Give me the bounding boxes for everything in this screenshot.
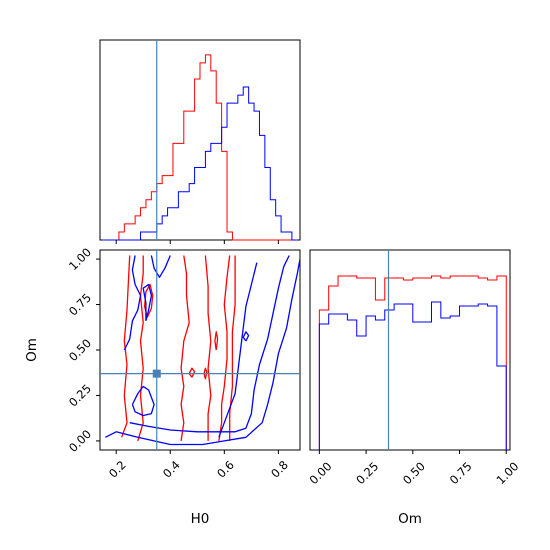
contour-red-1 bbox=[137, 255, 144, 442]
contour-ytick-label-1: 0.25 bbox=[66, 381, 94, 409]
contour-red-7 bbox=[214, 331, 219, 351]
om-hist-xtick-label-1: 0.25 bbox=[353, 459, 381, 487]
contour-red-5 bbox=[229, 255, 236, 441]
contour-blue-11 bbox=[129, 255, 290, 433]
om-histogram-series-blue bbox=[318, 301, 507, 450]
om-hist-xtick-label-4: 1.00 bbox=[493, 459, 521, 487]
contour-blue-17 bbox=[242, 331, 250, 342]
h0-histogram-frame bbox=[99, 39, 301, 241]
contour-ytick-label-4: 1.00 bbox=[66, 245, 94, 273]
om-hist-xtick-label-2: 0.50 bbox=[400, 459, 428, 487]
contour-red-6 bbox=[143, 283, 154, 318]
x-axis-label-h0: H0 bbox=[191, 511, 210, 527]
contour-red-0 bbox=[120, 255, 131, 438]
contour-red-2 bbox=[180, 255, 190, 441]
contour-blue-13 bbox=[123, 255, 142, 351]
om-histogram-series-red bbox=[318, 275, 507, 450]
om-histogram-panel bbox=[309, 249, 511, 451]
contour-xtick-label-1: 0.4 bbox=[160, 458, 183, 481]
h0-histogram-panel bbox=[99, 39, 301, 241]
contour-ytick-label-3: 0.75 bbox=[66, 291, 94, 319]
contour-xtick-label-0: 0.2 bbox=[106, 458, 129, 481]
contour-blue-10 bbox=[105, 258, 300, 446]
truth-marker bbox=[152, 369, 161, 378]
contour-ytick-label-0: 0.00 bbox=[66, 427, 94, 455]
contour-red-3 bbox=[204, 255, 212, 441]
contour-red-4 bbox=[218, 255, 231, 441]
h0-om-contour-panel bbox=[99, 249, 301, 451]
contour-red-8 bbox=[188, 367, 196, 378]
contour-blue-16 bbox=[131, 385, 155, 417]
contour-blue-14 bbox=[142, 283, 153, 322]
contour-ytick-label-2: 0.50 bbox=[66, 336, 94, 364]
contour-xtick-label-3: 0.8 bbox=[268, 458, 291, 481]
om-hist-xtick-label-3: 0.75 bbox=[447, 459, 475, 487]
contour-xtick-label-2: 0.6 bbox=[214, 458, 237, 481]
h0-histogram-series-blue bbox=[102, 86, 298, 241]
x-axis-label-om: Om bbox=[398, 511, 422, 527]
contour-lines bbox=[105, 255, 300, 446]
h0-histogram-series-red bbox=[102, 54, 298, 241]
om-histogram-frame bbox=[309, 249, 511, 451]
contour-blue-15 bbox=[150, 255, 171, 278]
om-hist-xtick-label-0: 0.00 bbox=[307, 459, 335, 487]
contour-frame bbox=[99, 249, 301, 451]
contour-blue-12 bbox=[218, 262, 258, 438]
y-axis-label-om: Om bbox=[24, 338, 40, 362]
